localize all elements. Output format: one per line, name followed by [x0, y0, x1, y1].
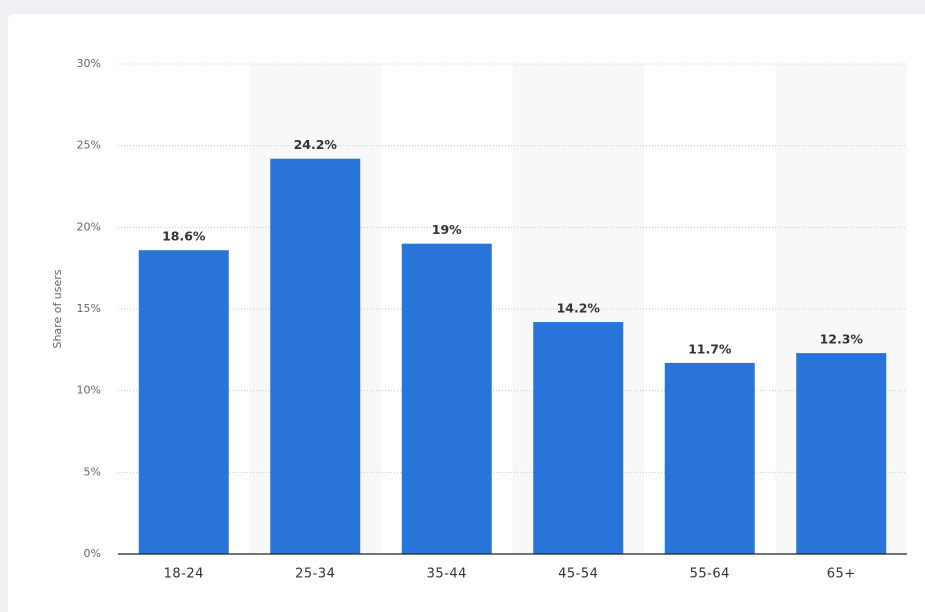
- bar: [138, 250, 229, 554]
- value-label: 24.2%: [294, 137, 338, 152]
- x-tick-label: 35-44: [427, 567, 467, 582]
- bar: [796, 353, 887, 554]
- y-tick-label: 15%: [77, 302, 101, 315]
- value-label: 19%: [432, 222, 462, 237]
- y-tick-label: 20%: [77, 220, 101, 233]
- value-label: 11.7%: [688, 341, 732, 356]
- bar: [664, 362, 755, 554]
- x-tick-label: 18-24: [164, 567, 204, 582]
- value-label: 14.2%: [557, 301, 601, 316]
- x-tick-label: 55-64: [690, 567, 730, 582]
- bar: [270, 158, 361, 554]
- bar: [533, 322, 624, 554]
- y-tick-label: 30%: [77, 57, 101, 70]
- x-tick-label: 65+: [827, 567, 856, 582]
- y-tick-label: 0%: [84, 547, 101, 560]
- y-axis-label: Share of users: [51, 269, 64, 348]
- value-label: 18.6%: [162, 229, 206, 244]
- y-tick-label: 5%: [84, 465, 101, 478]
- y-tick-label: 25%: [77, 139, 101, 152]
- y-tick-label: 10%: [77, 384, 101, 397]
- value-label: 12.3%: [820, 332, 864, 347]
- x-tick-label: 25-34: [295, 567, 335, 582]
- x-tick-label: 45-54: [558, 567, 598, 582]
- bar: [401, 243, 492, 554]
